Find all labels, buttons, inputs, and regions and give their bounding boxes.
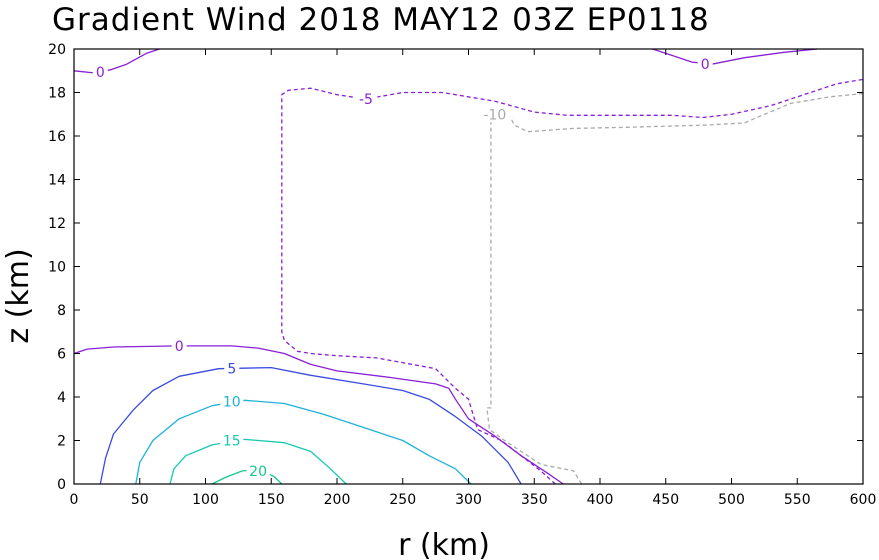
y-tick-label: 2 (57, 434, 66, 450)
contour-line-0 (652, 48, 818, 65)
contour-lines (73, 48, 864, 485)
y-tick-label: 8 (57, 303, 66, 319)
contour-labels: 0 0 0 5 10 15 20 -5 -10 (92, 56, 713, 480)
contour-line--10 (486, 92, 864, 485)
y-tick-label: 4 (57, 390, 66, 406)
contour-label--10: -10 (483, 107, 506, 123)
contour-label-0: 0 (175, 339, 184, 355)
contour-label-bg (479, 106, 511, 123)
contour-label-10: 10 (223, 394, 241, 410)
contour-line-0 (73, 345, 564, 485)
x-tick-label: 0 (70, 492, 79, 508)
y-tick-label: 20 (48, 42, 66, 58)
x-axis: 0 50 100 150 200 250 300 350 400 450 500 550 600 (70, 49, 877, 508)
contour-label-5: 5 (227, 362, 236, 378)
contour-label-bg (224, 360, 240, 377)
contour-label-bg (92, 63, 108, 80)
y-tick-label: 12 (48, 216, 66, 232)
x-axis-title: r (km) (398, 528, 490, 560)
contour-label-bg (220, 432, 244, 449)
y-axis-title: z (km) (1, 248, 36, 343)
contour-label-bg (246, 462, 270, 479)
chart-title: Gradient Wind 2018 MAY12 03Z EP0118 (52, 2, 710, 38)
y-tick-label: 10 (48, 260, 66, 276)
x-tick-label: 250 (389, 492, 416, 508)
x-tick-label: 300 (455, 492, 482, 508)
y-tick-label: 18 (48, 86, 66, 102)
contour-label-0: 0 (96, 65, 105, 81)
contour-line-0 (73, 48, 160, 74)
contour-label-15: 15 (223, 434, 241, 450)
contour-label-20: 20 (249, 464, 267, 480)
x-tick-label: 500 (718, 492, 745, 508)
y-axis: 0 2 4 6 8 10 12 14 16 18 20 (48, 42, 863, 493)
x-tick-label: 350 (521, 492, 548, 508)
x-tick-label: 450 (652, 492, 679, 508)
x-tick-label: 50 (131, 492, 149, 508)
y-tick-label: 6 (57, 347, 66, 363)
x-tick-label: 200 (324, 492, 351, 508)
x-tick-label: 100 (192, 492, 219, 508)
contour-line-10 (135, 399, 472, 485)
contour-label-bg (354, 91, 378, 108)
contour-label-bg (220, 393, 244, 410)
contour-line-5 (99, 366, 522, 485)
contour-label--5: -5 (359, 92, 373, 108)
contour-label-bg (697, 56, 713, 73)
x-tick-label: 400 (587, 492, 614, 508)
contour-label-0: 0 (701, 57, 710, 73)
y-tick-label: 16 (48, 129, 66, 145)
contour-label-bg (171, 337, 187, 354)
contour-line-15 (169, 438, 347, 485)
x-tick-label: 600 (850, 492, 877, 508)
x-tick-label: 550 (784, 492, 811, 508)
y-tick-label: 0 (57, 477, 66, 493)
y-tick-label: 14 (48, 173, 66, 189)
contour-line--5 (281, 78, 864, 485)
x-tick-label: 150 (258, 492, 285, 508)
